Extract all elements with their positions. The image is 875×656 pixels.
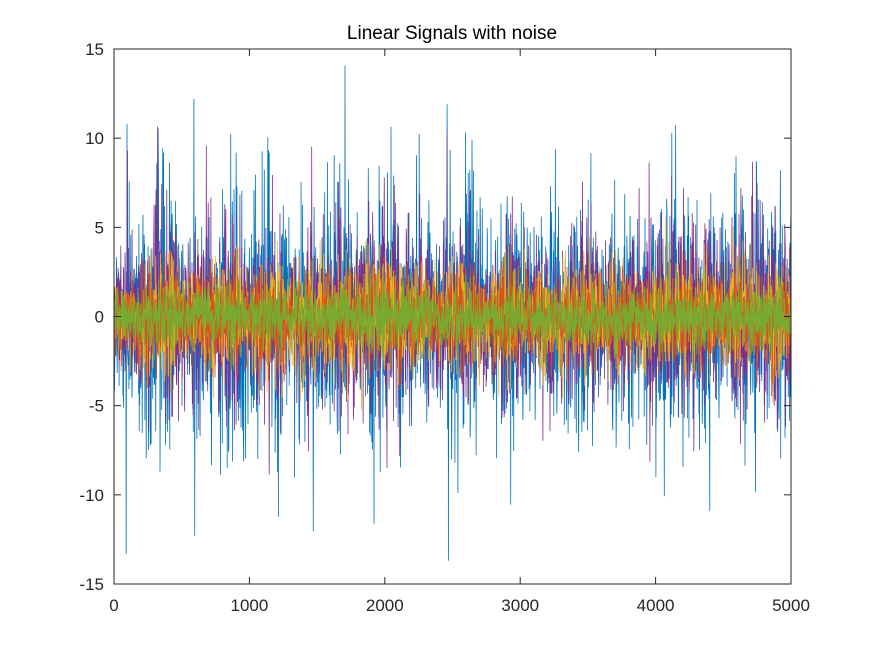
y-tick-label: 0 [95,308,104,327]
x-tick-label: 5000 [772,596,810,615]
y-tick-label: -10 [79,486,104,505]
y-tick-label: 15 [85,40,104,59]
series-layer [113,65,792,561]
y-tick-label: -5 [89,397,104,416]
series-line-5 [113,247,792,371]
y-tick-label: -15 [79,575,104,594]
x-tick-label: 0 [109,596,118,615]
chart-title: Linear Signals with noise [347,23,557,44]
x-tick-label: 3000 [501,596,539,615]
y-tick-label: 5 [95,218,104,237]
x-tick-label: 1000 [230,596,268,615]
ticks-layer: 0 1000 2000 3000 4000 5000 15 10 5 0 -5 -10 -15 [79,40,809,615]
x-tick-label: 4000 [637,596,675,615]
y-tick-label: 10 [85,129,104,148]
x-tick-label: 2000 [366,596,404,615]
